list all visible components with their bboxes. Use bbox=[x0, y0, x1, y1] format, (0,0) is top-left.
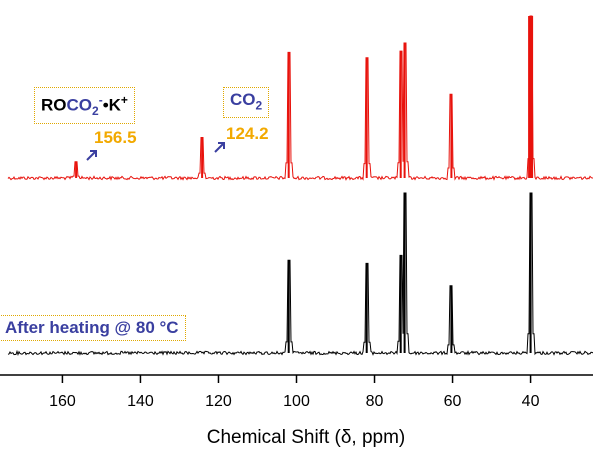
roco2-main: CO bbox=[66, 95, 93, 115]
peak-mark-0-4 bbox=[399, 51, 402, 178]
peak-mark-0-3 bbox=[365, 57, 368, 178]
peak-mark-0-2 bbox=[287, 52, 290, 178]
peak-label-124: 124.2 bbox=[226, 124, 269, 143]
peak-mark-1-1 bbox=[365, 263, 368, 353]
x-tick-label: 120 bbox=[205, 393, 232, 410]
peak-mark-1-0 bbox=[287, 260, 290, 353]
series-layer bbox=[7, 15, 593, 357]
peak-mark-0-1 bbox=[201, 137, 204, 178]
peak-mark-1-4 bbox=[450, 285, 453, 353]
x-tick-label: 60 bbox=[444, 393, 462, 410]
peak-mark-1-3 bbox=[403, 193, 406, 353]
series-line-black bbox=[7, 192, 593, 357]
peak-mark-0-5 bbox=[403, 43, 406, 178]
arrow-icon-156 bbox=[86, 150, 97, 161]
x-tick-label: 80 bbox=[366, 393, 384, 410]
co2-main: CO bbox=[230, 90, 256, 109]
peak-mark-1-5 bbox=[529, 193, 532, 353]
x-tick-label: 100 bbox=[283, 393, 310, 410]
roco2-prefix: RO bbox=[41, 95, 67, 115]
peak-label-156: 156.5 bbox=[94, 128, 137, 147]
arrow-icon-124 bbox=[214, 142, 225, 153]
co2-sub: 2 bbox=[255, 98, 263, 113]
roco2-label: ROCO2-•K+ bbox=[34, 87, 135, 125]
co2-label: CO2 bbox=[223, 87, 270, 119]
roco2-sup-minus: - bbox=[98, 93, 103, 107]
x-tick-label: 40 bbox=[522, 393, 540, 410]
series-line-red bbox=[7, 15, 593, 181]
x-tick-layer: 160 140 120 100 80 60 40 bbox=[49, 375, 540, 410]
roco2-k: •K bbox=[102, 95, 121, 115]
peak-mark-0-6 bbox=[450, 94, 453, 178]
x-tick-label: 140 bbox=[127, 393, 154, 410]
x-axis-label: Chemical Shift (δ, ppm) bbox=[207, 427, 406, 448]
peak-mark-0-0 bbox=[75, 161, 78, 178]
peak-mark-0-7 bbox=[528, 16, 534, 178]
roco2-sup-plus: + bbox=[120, 93, 128, 107]
peak-mark-1-2 bbox=[399, 255, 402, 353]
after-heating-label: After heating @ 80 °C bbox=[0, 315, 186, 341]
roco2-sub: 2 bbox=[92, 104, 99, 119]
x-tick-label: 160 bbox=[49, 393, 76, 410]
